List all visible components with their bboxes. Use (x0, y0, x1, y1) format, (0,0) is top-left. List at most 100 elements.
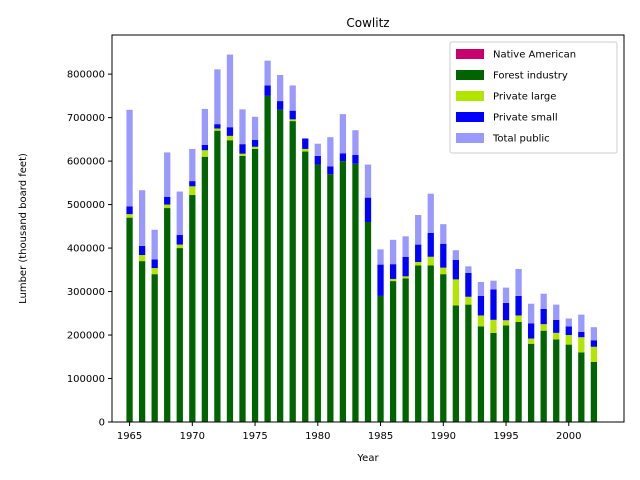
bar-2002-series-2 (590, 346, 598, 362)
legend-swatch (456, 133, 484, 143)
bar-1994-series-2 (490, 319, 497, 333)
x-axis: 1965 1970 1975 1980 1985 1990 1995 2000 (117, 422, 582, 442)
bar-1989-series-3 (427, 232, 434, 257)
bar-2001-series-3 (578, 331, 585, 338)
bar-1995-series-4 (502, 287, 510, 303)
bar-1985-series-1 (377, 295, 384, 422)
bar-1998-series-4 (540, 293, 547, 309)
x-tick-label: 1975 (242, 431, 267, 442)
bar-1970-series-4 (189, 148, 196, 182)
bar-2001-series-1 (578, 352, 585, 422)
legend-swatch (456, 112, 484, 122)
bar-1994-series-4 (490, 280, 497, 290)
legend-label: Total public (492, 134, 550, 145)
bar-1969-series-2 (176, 244, 183, 249)
x-tick-label: 1980 (305, 431, 330, 442)
bar-1981-series-3 (327, 166, 334, 175)
bar-1984-series-1 (364, 221, 372, 422)
bar-1974-series-3 (239, 144, 246, 154)
bar-1976-series-3 (264, 85, 271, 96)
bar-1998-series-2 (540, 324, 547, 331)
bar-1991-series-2 (452, 279, 459, 306)
bar-2001-series-4 (578, 314, 585, 332)
bar-1983-series-4 (352, 130, 359, 156)
x-axis-title: Year (356, 453, 379, 464)
bar-1973-series-4 (226, 54, 234, 128)
bar-2001-series-2 (578, 337, 585, 353)
bar-1973-series-2 (226, 135, 234, 141)
bar-1974-series-1 (239, 155, 246, 422)
bar-1972-series-4 (214, 69, 221, 125)
x-tick-label: 1985 (368, 431, 393, 442)
bar-1991-series-4 (452, 250, 459, 260)
bar-1974-series-4 (239, 109, 246, 145)
bar-1972-series-3 (214, 124, 221, 129)
bar-1999-series-4 (553, 304, 560, 320)
bar-1967-series-4 (151, 229, 158, 260)
legend-swatch (456, 91, 484, 101)
bar-1999-series-3 (553, 319, 560, 333)
bar-2000-series-4 (565, 318, 572, 327)
x-tick-label: 1965 (117, 431, 142, 442)
bar-1981-series-4 (327, 137, 334, 167)
bar-1978-series-3 (289, 110, 296, 120)
bar-1977-series-3 (277, 101, 284, 110)
bar-1992-series-2 (465, 296, 472, 305)
bar-1997-series-2 (528, 338, 535, 344)
bar-1993-series-2 (477, 315, 485, 327)
bar-1996-series-1 (515, 321, 522, 422)
bar-1985-series-3 (377, 264, 384, 296)
bar-1996-series-2 (515, 315, 522, 322)
y-tick-label: 300000 (67, 287, 105, 298)
bar-1986-series-1 (389, 281, 397, 422)
legend: Native American Forest industry Private la… (449, 41, 618, 154)
bar-1989-series-1 (427, 265, 434, 422)
y-tick-label: 200000 (67, 331, 105, 342)
bar-1978-series-2 (289, 119, 296, 122)
legend-swatch (456, 70, 484, 80)
y-tick-label: 0 (99, 418, 105, 429)
bar-1994-series-3 (490, 289, 497, 320)
bar-1967-series-1 (151, 274, 158, 422)
y-tick-label: 600000 (67, 157, 105, 168)
bar-1979-series-2 (302, 148, 309, 152)
bar-1990-series-3 (440, 243, 447, 268)
bar-1977-series-4 (277, 75, 284, 102)
bar-1975-series-3 (251, 139, 259, 147)
bar-1983-series-1 (352, 163, 359, 422)
bar-1976-series-4 (264, 60, 271, 86)
bar-1971-series-4 (201, 108, 208, 146)
bar-1982-series-4 (339, 114, 347, 154)
bar-1992-series-4 (465, 266, 472, 273)
bar-1969-series-1 (176, 248, 183, 422)
bar-1995-series-2 (502, 320, 510, 326)
bar-1990-series-1 (440, 274, 447, 422)
bar-1991-series-1 (452, 305, 459, 422)
legend-box (449, 41, 618, 154)
bar-2002-series-1 (590, 361, 598, 422)
bar-2002-series-4 (590, 327, 598, 341)
bar-1983-series-3 (352, 155, 359, 164)
bar-2000-series-3 (565, 326, 572, 336)
y-tick-label: 400000 (67, 244, 105, 255)
bar-1993-series-4 (477, 281, 485, 296)
x-tick-label: 2000 (556, 431, 581, 442)
bar-1970-series-2 (189, 186, 196, 196)
bar-1988-series-3 (415, 244, 422, 262)
bar-1982-series-1 (339, 161, 347, 422)
bar-1979-series-3 (302, 138, 309, 149)
bar-1992-series-3 (465, 272, 472, 297)
bar-1989-series-2 (427, 256, 434, 266)
bar-1966-series-4 (138, 190, 146, 246)
bar-1985-series-4 (377, 249, 384, 265)
bar-1979-series-1 (302, 151, 309, 422)
bar-1999-series-1 (553, 339, 560, 422)
bar-1996-series-4 (515, 268, 522, 296)
legend-label: Forest industry (493, 71, 568, 82)
bar-1975-series-4 (251, 116, 259, 140)
chart-title: Cowlitz (346, 16, 389, 30)
bar-1988-series-2 (415, 261, 422, 266)
bar-1975-series-2 (251, 146, 259, 149)
legend-swatch (456, 49, 484, 59)
